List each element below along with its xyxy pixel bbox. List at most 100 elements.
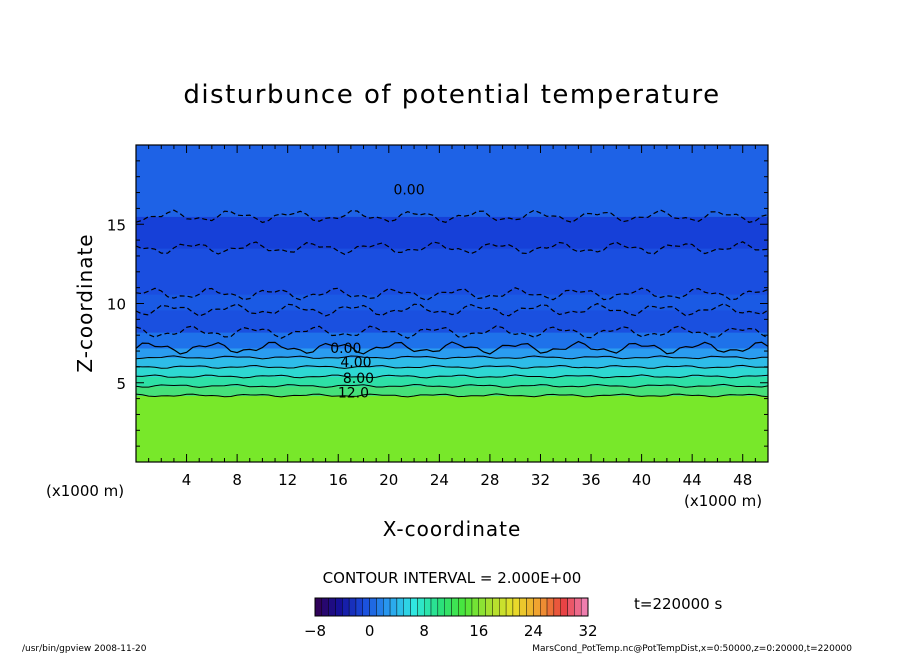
colorbar-cell-30 xyxy=(519,597,527,617)
x-unit-right: (x1000 m) xyxy=(684,492,762,510)
contour-lines xyxy=(136,209,768,398)
y-axis-ticks: 5 10 15 xyxy=(107,144,768,463)
x-tick-label-16: 16 xyxy=(329,471,348,489)
contour-line-2 xyxy=(136,383,768,388)
colorbar-cell-21 xyxy=(458,597,466,617)
contour-line-10 xyxy=(136,241,768,255)
contour-line-5 xyxy=(136,355,768,360)
contour-line-1 xyxy=(136,393,768,398)
colorbar-tick-label-1: 0 xyxy=(365,622,375,640)
footer-left: /usr/bin/gpview 2008-11-20 xyxy=(22,644,147,654)
chart-title: disturbunce of potential temperature xyxy=(183,80,720,110)
heatmap-layer-5 xyxy=(136,347,768,358)
x-tick-label-20: 20 xyxy=(379,471,398,489)
colorbar-cell-8 xyxy=(369,597,377,617)
colorbar-cell-6 xyxy=(355,597,363,617)
colorbar-cell-2 xyxy=(328,597,336,617)
colorbar-cells xyxy=(314,597,589,617)
colorbar-cell-13 xyxy=(403,597,411,617)
colorbar-tick-label-4: 24 xyxy=(524,622,543,640)
x-tick-label-24: 24 xyxy=(430,471,449,489)
colorbar-cell-17 xyxy=(430,597,439,617)
colorbar-cell-24 xyxy=(478,597,486,617)
contour-line-7 xyxy=(136,325,768,339)
y-tick-label-15: 15 xyxy=(107,216,126,234)
contour-label-3: 8.00 xyxy=(343,371,374,387)
colorbar-cell-33 xyxy=(540,597,548,617)
y-tick-label-5: 5 xyxy=(116,375,126,393)
x-tick-label-4: 4 xyxy=(182,471,192,489)
colorbar-tick-label-0: −8 xyxy=(304,622,326,640)
contour-interval-label: CONTOUR INTERVAL = 2.000E+00 xyxy=(323,569,582,587)
colorbar-cell-16 xyxy=(424,597,432,617)
x-tick-label-32: 32 xyxy=(531,471,550,489)
colorbar-cell-32 xyxy=(533,597,541,617)
colorbar-cell-36 xyxy=(560,597,568,617)
colorbar-cell-10 xyxy=(383,597,391,617)
colorbar-cell-23 xyxy=(471,597,480,617)
colorbar-cell-4 xyxy=(342,597,350,617)
x-tick-label-48: 48 xyxy=(733,471,752,489)
colorbar-cell-9 xyxy=(376,597,384,617)
colorbar: −8 0 8 16 24 32 xyxy=(304,597,598,640)
x-axis-label: X-coordinate xyxy=(383,517,522,541)
x-tick-label-8: 8 xyxy=(232,471,242,489)
colorbar-cell-11 xyxy=(389,597,398,617)
x-unit-left: (x1000 m) xyxy=(46,482,124,500)
colorbar-cell-12 xyxy=(396,597,404,617)
footer-right: MarsCond_PotTemp.nc@PotTempDist,x=0:5000… xyxy=(532,644,852,654)
heatmap-layer-7 xyxy=(136,309,768,333)
colorbar-cell-37 xyxy=(567,597,575,617)
contour-line-11 xyxy=(136,209,768,224)
x-tick-label-44: 44 xyxy=(683,471,702,489)
heatmap-layer-4 xyxy=(136,357,768,368)
colorbar-cell-18 xyxy=(437,597,445,617)
x-tick-label-36: 36 xyxy=(581,471,600,489)
colorbar-cell-3 xyxy=(335,597,343,617)
contour-line-3 xyxy=(136,374,768,379)
colorbar-cell-14 xyxy=(410,597,418,617)
x-tick-label-40: 40 xyxy=(632,471,651,489)
time-label: t=220000 s xyxy=(634,595,722,613)
contour-line-8 xyxy=(136,302,768,317)
contour-label-4: 12.0 xyxy=(338,385,369,401)
colorbar-tick-label-3: 16 xyxy=(469,622,488,640)
colorbar-tick-label-2: 8 xyxy=(419,622,429,640)
colorbar-cell-28 xyxy=(505,597,514,617)
y-tick-label-10: 10 xyxy=(107,296,126,314)
colorbar-cell-5 xyxy=(348,597,357,617)
heatmap-layer-11 xyxy=(136,145,768,217)
contour-line-4 xyxy=(136,364,768,369)
contour-line-6 xyxy=(136,340,768,355)
contour-label-0: 0.00 xyxy=(393,182,424,198)
colorbar-ticks: −8 0 8 16 24 32 xyxy=(304,622,598,640)
colorbar-tick-label-5: 32 xyxy=(578,622,597,640)
colorbar-cell-15 xyxy=(417,597,425,617)
colorbar-cell-35 xyxy=(553,597,561,617)
heatmap-layers xyxy=(136,145,768,462)
colorbar-cell-0 xyxy=(314,597,323,617)
x-tick-label-28: 28 xyxy=(480,471,499,489)
colorbar-cell-22 xyxy=(464,597,473,617)
contour-label-2: 4.00 xyxy=(340,355,371,371)
heatmap-layer-2 xyxy=(136,376,768,387)
contour-label-1: 0.00 xyxy=(330,341,361,357)
colorbar-cell-29 xyxy=(512,597,520,617)
colorbar-cell-27 xyxy=(499,597,507,617)
colorbar-cell-39 xyxy=(580,597,589,617)
heatmap-layer-1 xyxy=(136,385,768,397)
colorbar-cell-31 xyxy=(526,597,534,617)
y-axis-label: Z-coordinate xyxy=(73,233,97,372)
contour-line-9 xyxy=(136,287,768,301)
colorbar-cell-38 xyxy=(574,597,582,617)
colorbar-cell-25 xyxy=(485,597,493,617)
heatmap-layer-0 xyxy=(136,395,768,462)
colorbar-cell-20 xyxy=(451,597,459,617)
colorbar-cell-26 xyxy=(492,597,500,617)
colorbar-cell-1 xyxy=(321,597,329,617)
heatmap-layer-8 xyxy=(136,293,768,311)
colorbar-frame xyxy=(314,597,589,617)
